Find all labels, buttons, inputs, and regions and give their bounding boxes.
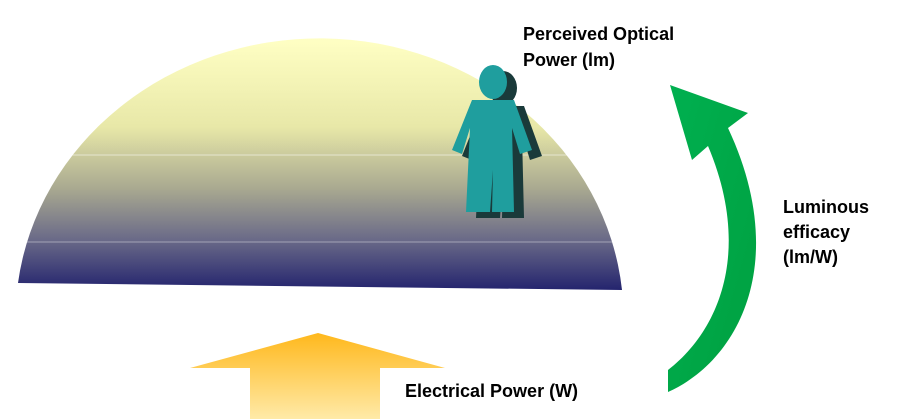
label: Electrical Power (W): [405, 381, 578, 401]
efficacy-arrow: [668, 85, 757, 392]
label: Perceived Optical: [523, 24, 674, 44]
electrical-arrow: [190, 333, 445, 419]
label: Luminous: [783, 197, 869, 217]
label: efficacy: [783, 222, 850, 242]
label: Power (lm): [523, 50, 615, 70]
person: [452, 65, 532, 212]
label: (lm/W): [783, 247, 838, 267]
light-dome: [18, 38, 622, 290]
